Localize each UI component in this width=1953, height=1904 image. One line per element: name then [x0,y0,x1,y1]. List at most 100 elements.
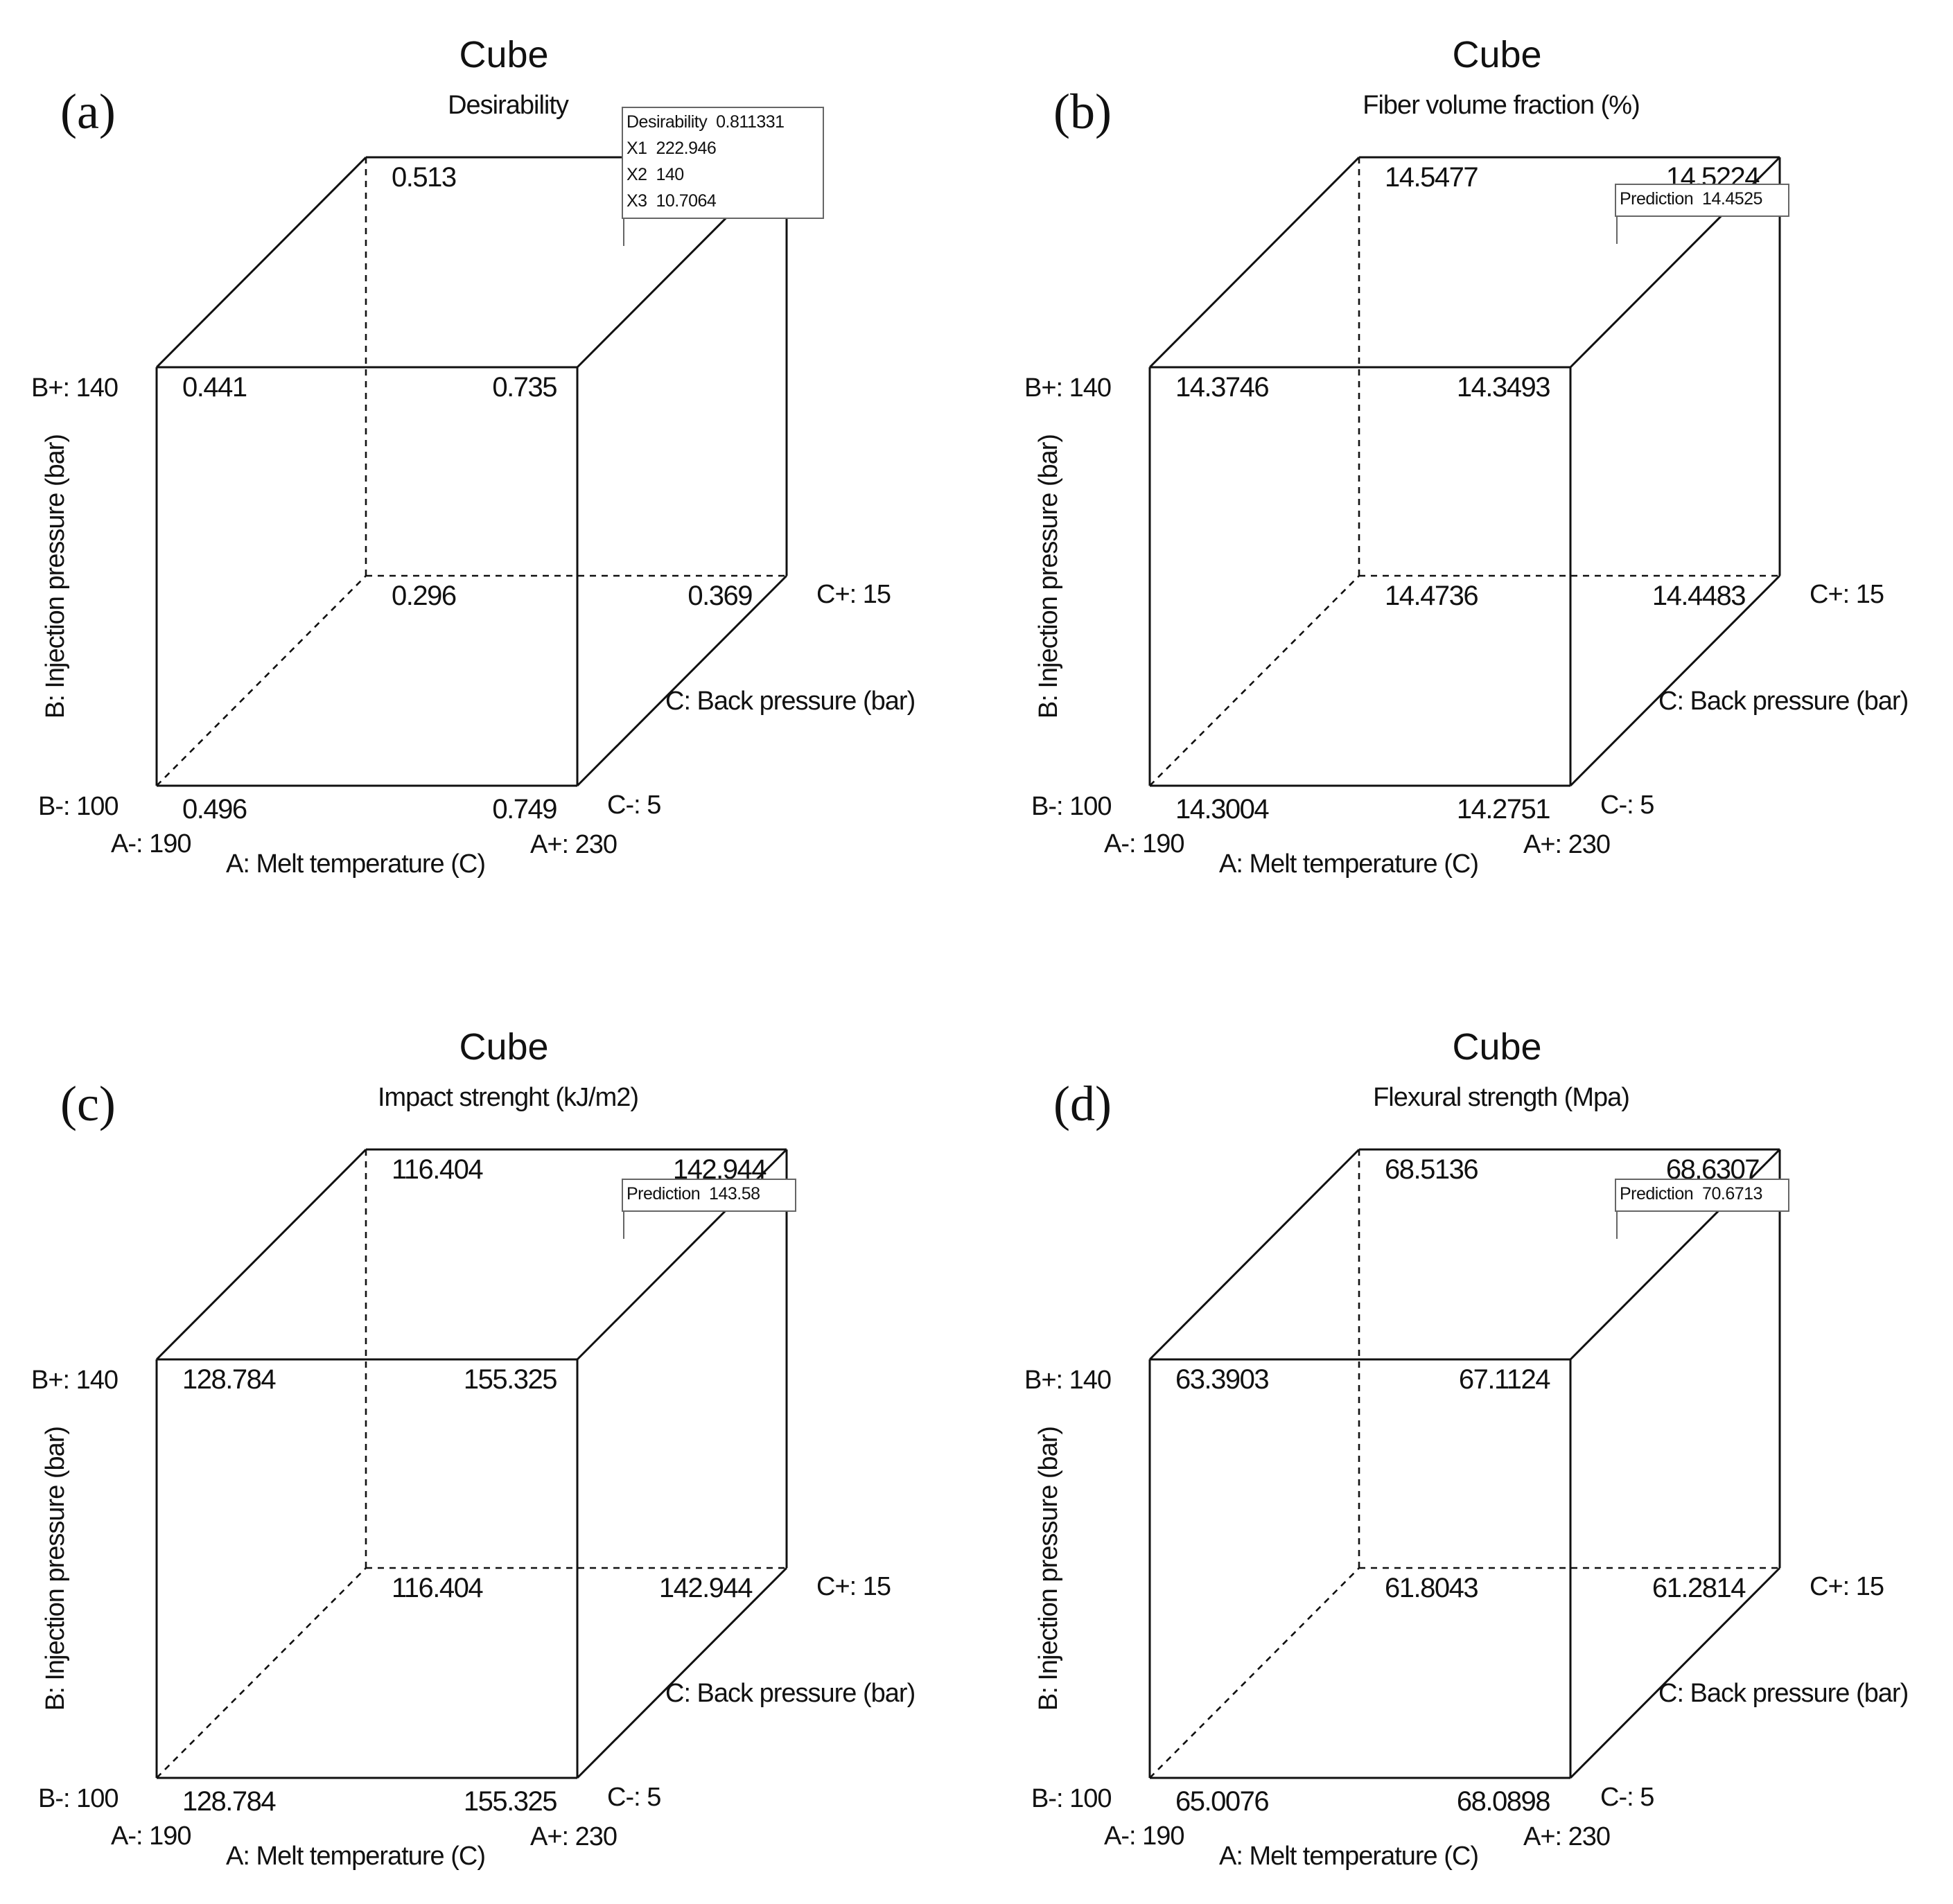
cube-edge [576,574,788,787]
a-low-label: A-: 190 [1104,829,1184,858]
c-axis-label: C: Back pressure (bar) [1658,1679,1908,1708]
c-high-label: C+: 15 [1810,580,1884,609]
cube-hidden-edge [156,1567,367,1779]
cube-panel-c: Cube Impact strenght (kJ/m2) (c) 128.784 155… [31,1026,916,1871]
a-low-label: A-: 190 [111,1822,191,1851]
corner-value: 14.5477 [1385,162,1478,193]
cube-hidden-edge [156,575,367,786]
b-high-label: B+: 140 [1024,373,1111,403]
cube-edge [576,1567,788,1779]
b-low-label: B-: 100 [1031,1784,1112,1813]
cube-panel-d: Cube Flexural strength (Mpa) (d) 65.0076 68.… [1024,1026,1909,1871]
cube-hidden-edge [1149,1567,1360,1779]
cube-panel-b: Cube Fiber volume fraction (%) (b) 14.3004 1… [1024,34,1909,879]
a-low-label: A-: 190 [1104,1822,1184,1851]
tooltip-box [1615,184,1789,217]
b-axis-label: B: Injection pressure (bar) [1034,434,1063,719]
corner-value: 67.1124 [1459,1364,1550,1395]
prediction-tooltip: Prediction 143.58 [622,1179,796,1239]
corner-value: 0.441 [182,372,247,403]
chart-subtitle: Fiber volume fraction (%) [1363,91,1639,120]
corner-value: 14.3493 [1457,372,1550,403]
b-low-label: B-: 100 [1031,792,1112,821]
tooltip-line: Prediction 70.6713 [1620,1184,1762,1204]
cube-edge [1148,156,1360,369]
corner-value: 128.784 [182,1364,276,1395]
a-axis-label: A: Melt temperature (C) [226,849,485,879]
corner-value: 0.369 [688,581,752,611]
corner-value: 142.944 [659,1573,753,1603]
corner-value: 0.296 [392,581,456,611]
a-axis-label: A: Melt temperature (C) [1219,1842,1478,1871]
b-high-label: B+: 140 [31,373,118,403]
chart-title: Cube [459,34,548,76]
corner-value: 128.784 [182,1786,276,1817]
tooltip-line: Prediction 14.4525 [1620,189,1762,209]
corner-value: 0.513 [392,162,456,193]
c-axis-label: C: Back pressure (bar) [665,687,915,716]
c-low-label: C-: 5 [1600,791,1654,820]
corner-value: 0.496 [182,794,247,825]
corner-value: 155.325 [464,1786,557,1817]
tooltip-box [622,107,824,219]
tooltip-line: Desirability 0.811331 [627,112,785,132]
c-low-label: C-: 5 [607,1783,660,1812]
cube-edge [1569,1567,1781,1779]
cube-edge [155,156,367,369]
corner-value: 61.2814 [1652,1573,1746,1603]
c-high-label: C+: 15 [1810,1572,1884,1601]
chart-title: Cube [459,1026,548,1068]
corner-value: 0.735 [492,372,557,403]
tooltip-box [622,1179,796,1212]
corner-value: 116.404 [392,1573,483,1603]
prediction-tooltip: Desirability 0.811331 X1 222.946 X2 140 X3 … [622,107,824,246]
b-low-label: B-: 100 [38,792,119,821]
c-axis-label: C: Back pressure (bar) [665,1679,915,1708]
cube-hidden-edge [1149,575,1360,786]
tooltip-line: X2 140 [627,165,684,184]
corner-value: 65.0076 [1175,1786,1268,1817]
corner-value: 116.404 [392,1154,483,1185]
b-low-label: B-: 100 [38,1784,119,1813]
b-axis-label: B: Injection pressure (bar) [41,1427,70,1711]
b-axis-label: B: Injection pressure (bar) [41,434,70,719]
chart-title: Cube [1452,34,1541,76]
corner-value: 155.325 [464,1364,557,1395]
corner-value: 68.0898 [1457,1786,1550,1817]
cube-edge [1148,1148,1360,1361]
corner-value: 63.3903 [1175,1364,1268,1395]
tooltip-box [1615,1179,1789,1212]
corner-value: 0.749 [492,794,557,825]
b-high-label: B+: 140 [31,1366,118,1395]
chart-subtitle: Impact strenght (kJ/m2) [378,1083,638,1112]
corner-value: 61.8043 [1385,1573,1478,1603]
a-high-label: A+: 230 [530,1822,617,1851]
c-high-label: C+: 15 [816,1572,891,1601]
c-axis-label: C: Back pressure (bar) [1658,687,1908,716]
b-axis-label: B: Injection pressure (bar) [1034,1427,1063,1711]
corner-value: 14.3004 [1175,794,1269,825]
cube-edge [155,1148,367,1361]
corner-value: 14.4736 [1385,581,1478,611]
a-high-label: A+: 230 [1523,830,1610,859]
panel-letter: (d) [1053,1076,1112,1131]
tooltip-line: X3 10.7064 [627,191,717,211]
prediction-tooltip: Prediction 14.4525 [1615,184,1789,244]
a-low-label: A-: 190 [111,829,191,858]
c-low-label: C-: 5 [1600,1783,1654,1812]
corner-value: 68.5136 [1385,1154,1478,1185]
panel-letter: (a) [60,84,116,139]
chart-subtitle: Desirability [448,91,569,120]
chart-subtitle: Flexural strength (Mpa) [1373,1083,1629,1112]
c-low-label: C-: 5 [607,791,660,820]
a-axis-label: A: Melt temperature (C) [226,1842,485,1871]
a-high-label: A+: 230 [1523,1822,1610,1851]
panel-letter: (c) [60,1076,116,1131]
c-high-label: C+: 15 [816,580,891,609]
b-high-label: B+: 140 [1024,1366,1111,1395]
a-high-label: A+: 230 [530,830,617,859]
a-axis-label: A: Melt temperature (C) [1219,849,1478,879]
corner-value: 14.4483 [1652,581,1745,611]
cube-edge [1569,574,1781,787]
